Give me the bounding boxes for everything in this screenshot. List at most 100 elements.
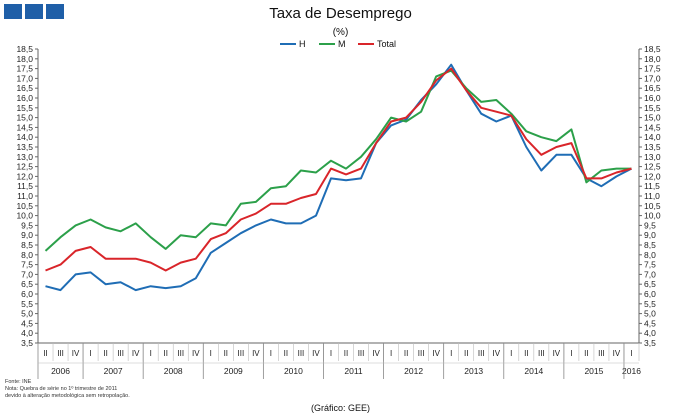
y-tick-label: 7,0 <box>21 269 33 279</box>
chart-title: Taxa de Desemprego <box>269 5 412 22</box>
y-tick-label: 8,0 <box>644 250 656 260</box>
x-tick-label: I <box>570 349 572 358</box>
y-tick-label: 6,5 <box>644 279 656 289</box>
y-tick-label: 4,5 <box>21 318 33 328</box>
x-tick-label: III <box>538 349 545 358</box>
x-tick-label: IV <box>492 349 500 358</box>
chart-series <box>44 63 632 292</box>
y-tick-label: 4,0 <box>644 328 656 338</box>
x-tick-label: I <box>630 349 632 358</box>
x-tick-label: III <box>358 349 365 358</box>
x-tick-label: II <box>43 349 47 358</box>
x-tick-label: II <box>224 349 228 358</box>
x-tick-label: II <box>464 349 468 358</box>
x-tick-label: I <box>89 349 91 358</box>
y-tick-label: 8,5 <box>21 240 33 250</box>
x-year-label: 2008 <box>164 366 183 376</box>
y-tick-label: 10,0 <box>16 211 33 221</box>
x-tick-label: IV <box>72 349 80 358</box>
y-tick-label: 9,0 <box>21 230 33 240</box>
y-tick-label: 3,5 <box>21 338 33 348</box>
y-tick-label: 9,0 <box>644 230 656 240</box>
y-tick-label: 14,5 <box>16 122 33 132</box>
x-tick-label: III <box>177 349 184 358</box>
y-tick-label: 18,0 <box>16 54 33 64</box>
y-tick-label: 6,5 <box>21 279 33 289</box>
series-line-m <box>44 69 632 252</box>
x-tick-label: IV <box>432 349 440 358</box>
y-tick-label: 16,0 <box>644 93 661 103</box>
y-tick-label: 11,0 <box>17 191 33 201</box>
x-tick-label: II <box>284 349 288 358</box>
source-note: Fonte: INE <box>5 379 32 385</box>
y-tick-label: 4,0 <box>21 328 33 338</box>
y-tick-label: 15,0 <box>16 113 33 123</box>
y-tick-label: 14,0 <box>644 132 661 142</box>
y-tick-label: 13,0 <box>644 152 661 162</box>
x-year-label: 2015 <box>584 366 603 376</box>
y-tick-label: 6,0 <box>644 289 656 299</box>
x-year-label: 2006 <box>51 366 70 376</box>
y-tick-label: 17,5 <box>16 64 33 74</box>
x-tick-label: III <box>418 349 425 358</box>
chart-unit: (%) <box>332 27 349 38</box>
logo-block <box>46 4 64 19</box>
x-tick-label: I <box>210 349 212 358</box>
x-tick-label: IV <box>252 349 260 358</box>
y-tick-label: 5,0 <box>21 309 33 319</box>
x-tick-label: I <box>510 349 512 358</box>
x-tick-label: III <box>478 349 485 358</box>
y-tick-label: 13,5 <box>644 142 661 152</box>
x-year-label: 2013 <box>464 366 483 376</box>
x-tick-label: IV <box>132 349 140 358</box>
y-tick-label: 5,5 <box>21 299 33 309</box>
y-tick-label: 11,5 <box>644 181 660 191</box>
y-tick-label: 9,5 <box>644 220 656 230</box>
x-tick-label: II <box>524 349 528 358</box>
x-tick-label: III <box>57 349 64 358</box>
x-tick-label: III <box>238 349 245 358</box>
y-tick-label: 7,0 <box>644 269 656 279</box>
methodology-note-cont: devido à alteração metodológica sem retr… <box>5 393 130 399</box>
x-tick-label: I <box>270 349 272 358</box>
y-tick-label: 7,5 <box>21 260 33 270</box>
x-tick-label: IV <box>613 349 621 358</box>
y-tick-label: 13,5 <box>16 142 33 152</box>
y-tick-label: 3,5 <box>644 338 656 348</box>
x-tick-label: III <box>598 349 605 358</box>
y-tick-label: 8,5 <box>644 240 656 250</box>
y-tick-label: 16,0 <box>16 93 33 103</box>
y-tick-label: 7,5 <box>644 260 656 270</box>
x-year-label: 2010 <box>284 366 303 376</box>
y-tick-label: 17,0 <box>644 73 661 83</box>
y-tick-label: 14,5 <box>644 122 661 132</box>
y-tick-label: 15,5 <box>644 103 661 113</box>
x-tick-label: I <box>450 349 452 358</box>
chart-axes <box>37 49 640 344</box>
y-tick-label: 4,5 <box>644 318 656 328</box>
x-tick-label: II <box>584 349 588 358</box>
y-tick-label: 18,5 <box>16 44 33 54</box>
legend-label-h: H <box>299 39 306 49</box>
x-tick-label: IV <box>192 349 200 358</box>
x-tick-label: I <box>390 349 392 358</box>
methodology-note: Nota: Quebra de série no 1º trimestre de… <box>5 386 118 392</box>
y-tick-label: 17,0 <box>16 73 33 83</box>
brand-logo <box>4 4 64 19</box>
y-tick-label: 15,0 <box>644 113 661 123</box>
y-tick-label: 12,0 <box>644 171 661 181</box>
x-year-label: 2014 <box>524 366 543 376</box>
y-tick-label: 10,5 <box>16 201 33 211</box>
y-tick-label: 15,5 <box>16 103 33 113</box>
y-tick-label: 12,5 <box>644 162 661 172</box>
x-tick-label: II <box>344 349 348 358</box>
y-axis-left: 3,54,04,55,05,56,06,57,07,58,08,59,09,51… <box>16 44 38 348</box>
y-tick-label: 5,5 <box>644 299 656 309</box>
y-tick-label: 11,0 <box>644 191 660 201</box>
y-tick-label: 13,0 <box>16 152 33 162</box>
y-tick-label: 5,0 <box>644 309 656 319</box>
x-tick-label: IV <box>372 349 380 358</box>
y-tick-label: 8,0 <box>21 250 33 260</box>
y-tick-label: 11,5 <box>17 181 33 191</box>
series-line-total <box>45 67 632 272</box>
